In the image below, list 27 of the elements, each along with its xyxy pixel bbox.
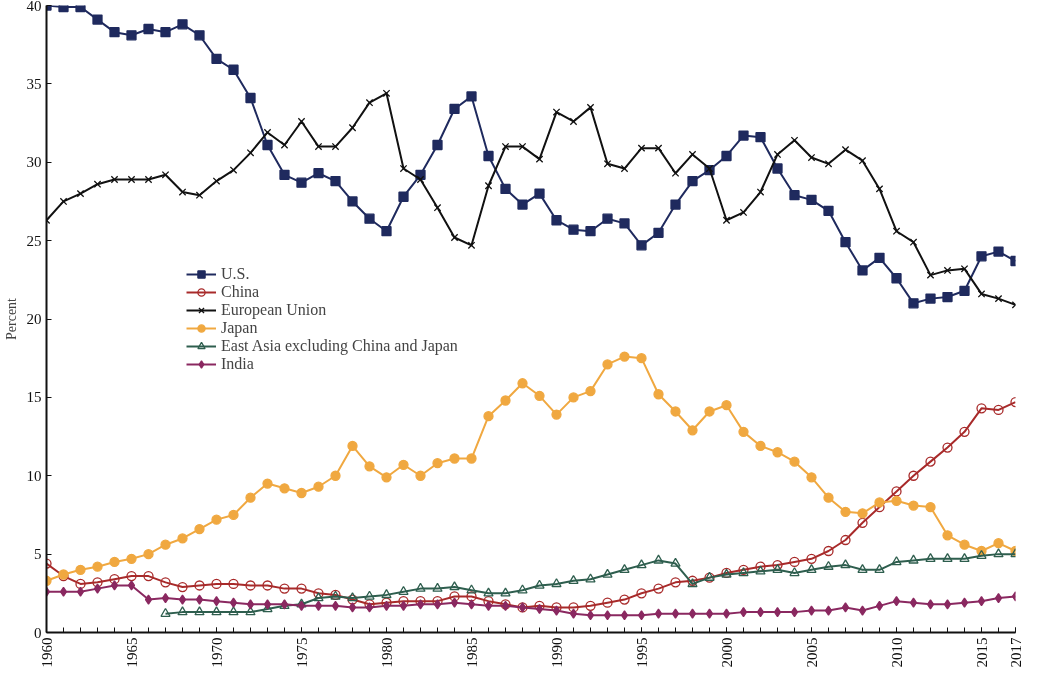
- x-tick-label: 1995: [633, 637, 650, 668]
- x-tick-label: 2017: [1007, 637, 1024, 668]
- x-tick-label: 1990: [548, 637, 565, 668]
- y-axis-title: Percent: [3, 297, 19, 340]
- x-tick-label: 1975: [293, 637, 310, 668]
- legend-label: China: [221, 282, 260, 301]
- y-tick-label: 30: [26, 154, 42, 171]
- legend-label: East Asia excluding China and Japan: [221, 336, 458, 355]
- legend-label: U.S.: [221, 264, 250, 283]
- x-tick-label: 2010: [888, 637, 905, 668]
- y-tick-label: 25: [26, 232, 42, 249]
- y-tick-label: 10: [26, 467, 42, 484]
- x-tick-label: 2015: [973, 637, 990, 668]
- y-tick-label: 5: [34, 546, 42, 563]
- x-tick-label: 2000: [718, 637, 735, 668]
- legend-label: European Union: [221, 300, 327, 319]
- x-tick-label: 1985: [463, 637, 480, 668]
- legend-label: India: [221, 354, 254, 373]
- y-tick-label: 20: [26, 311, 42, 327]
- x-tick-label: 2005: [803, 637, 820, 668]
- x-tick-label: 1970: [208, 637, 225, 668]
- y-tick-label: 35: [26, 75, 42, 92]
- y-tick-label: 15: [26, 389, 42, 406]
- y-tick-label: 40: [26, 0, 42, 14]
- legend-label: Japan: [221, 318, 258, 337]
- x-tick-label: 1980: [378, 637, 395, 668]
- x-tick-label: 1965: [123, 637, 140, 668]
